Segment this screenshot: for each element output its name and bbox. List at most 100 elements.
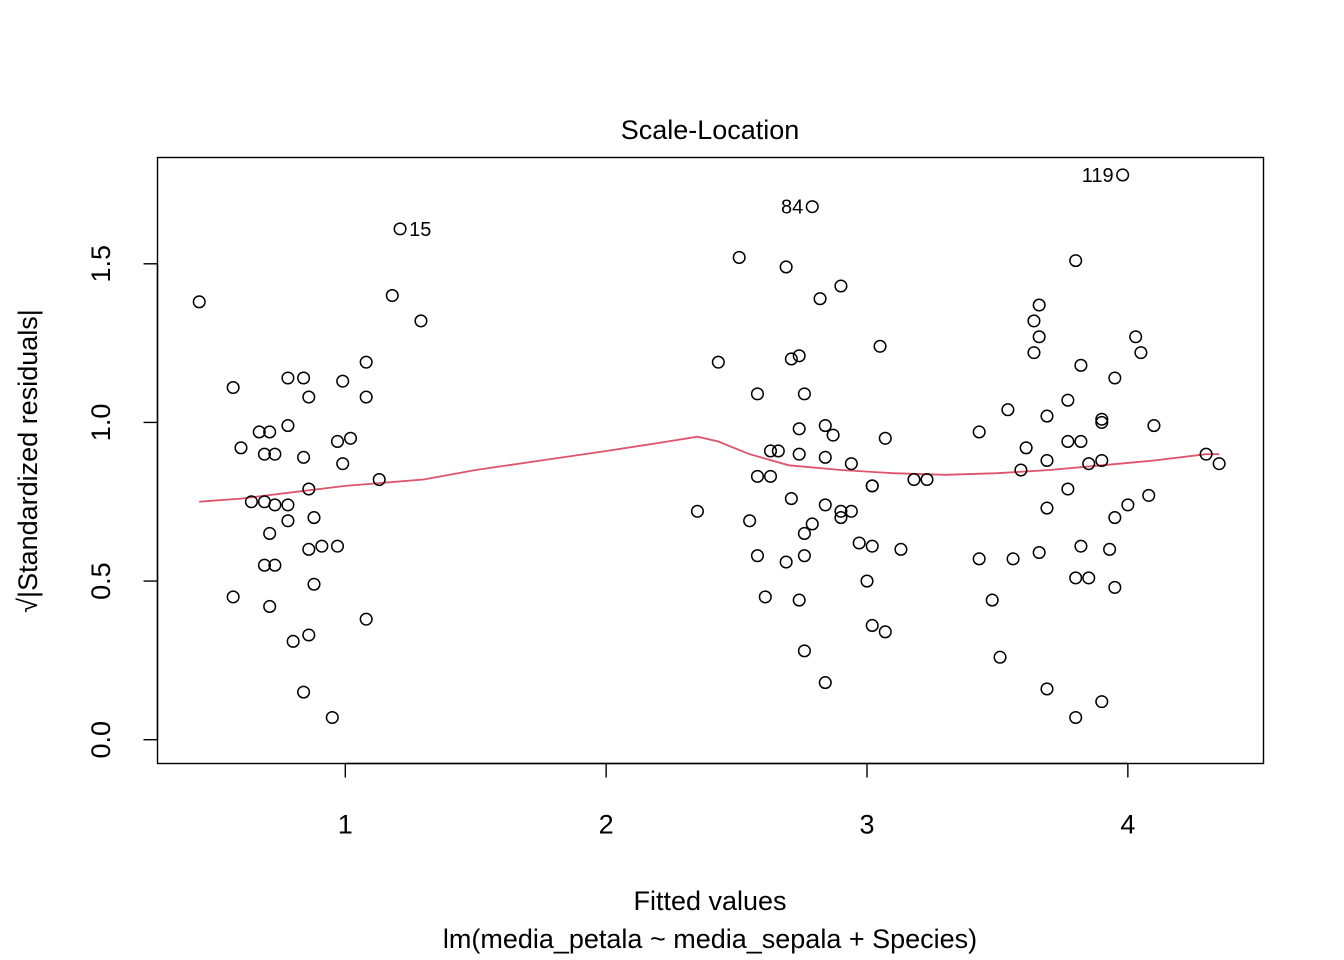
data-point [302,628,316,642]
data-point [779,555,793,569]
data-point [894,542,908,556]
data-point [1095,453,1109,468]
data-point [1129,330,1143,344]
data-point [286,634,300,648]
data-point [1040,453,1054,468]
data-point [359,355,373,369]
data-point [818,676,832,690]
data-point [281,498,295,512]
point-labels-layer: 15 84 119 [409,165,1114,241]
data-point [1006,552,1020,566]
data-point [268,498,282,512]
data-point [1108,511,1122,525]
data-point [750,387,765,401]
data-point [281,371,295,385]
data-point [359,612,373,626]
data-point [873,339,887,353]
smoother-line [199,435,1220,503]
data-point [690,504,705,518]
x-axis: 1 2 3 4 [338,762,1135,840]
data-point [797,526,811,541]
data-point [1074,539,1088,553]
data-point [797,387,811,401]
y-axis-label-suffix: | [13,309,43,316]
data-point [372,472,386,487]
data-point [1069,571,1083,585]
data-point [393,222,407,236]
data-point [763,469,778,483]
x-tick-label: 4 [1120,810,1135,840]
data-point [359,390,373,404]
y-tick-label: 1.0 [86,404,116,442]
data-point [315,539,329,553]
plot-box [156,156,1265,765]
data-point [1121,498,1135,512]
data-point [1032,545,1046,560]
data-point [805,200,819,214]
data-point [1074,434,1088,449]
data-point [985,593,999,607]
data-point [797,549,811,563]
data-point [257,447,271,461]
chart-title: Scale-Location [621,115,800,145]
data-point [1001,403,1015,417]
data-point [1212,457,1226,471]
data-point [1116,168,1130,182]
data-point [792,349,806,363]
smoother-layer [199,435,1220,503]
data-point [818,450,832,464]
y-axis-label: √|Standardized residuals| [13,309,43,613]
data-point [1147,419,1161,433]
data-point [878,625,892,639]
data-point [1027,346,1041,360]
data-point [1082,457,1096,471]
data-point [1032,330,1046,344]
data-point [263,599,277,613]
data-point [784,352,798,366]
data-point [1108,371,1122,385]
data-point [878,431,892,445]
data-point [1095,415,1109,429]
data-point [1142,488,1156,502]
data-point [343,431,358,445]
point-label: 15 [409,219,431,241]
data-point [972,552,986,566]
data-point [281,419,295,433]
data-point [1014,463,1028,477]
data-point [1199,447,1213,461]
data-point [805,517,819,531]
x-tick-label: 1 [338,810,353,840]
y-tick-label: 0.0 [86,721,116,759]
data-point [1040,409,1054,423]
data-point [385,288,399,303]
data-point [1019,441,1033,455]
data-point [844,504,858,518]
data-point [852,536,866,550]
data-point [1134,346,1148,360]
data-point [834,511,848,525]
data-point [865,618,879,633]
data-point [226,380,240,395]
data-point [834,504,848,518]
data-point [750,549,765,563]
y-axis-label-prefix: √| [13,591,43,613]
point-label: 119 [1082,165,1114,187]
data-point [336,457,350,471]
data-point [297,685,311,699]
data-point [797,644,811,658]
data-point [325,710,339,725]
data-point [826,428,840,442]
data-point [307,511,321,525]
data-point [1103,542,1117,556]
data-point [784,492,798,506]
data-point [226,590,240,604]
y-axis-label-text: Standardized residuals [13,316,43,591]
data-point [844,457,858,471]
data-point [1095,412,1109,426]
data-point [792,422,806,436]
data-point [307,577,321,591]
y-axis: 0.0 0.5 1.0 1.5 [86,245,159,759]
data-point [834,279,848,293]
data-point [257,558,271,572]
data-point [792,593,806,607]
